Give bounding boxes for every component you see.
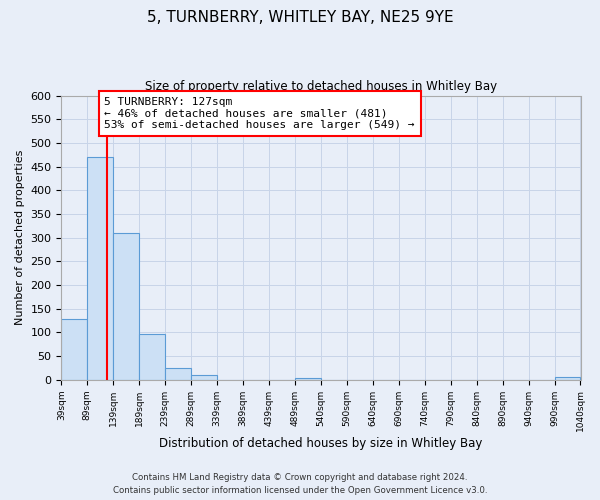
Bar xyxy=(191,375,217,380)
Title: Size of property relative to detached houses in Whitley Bay: Size of property relative to detached ho… xyxy=(145,80,497,93)
Bar xyxy=(295,378,321,380)
Bar xyxy=(88,157,113,380)
Bar xyxy=(554,378,580,380)
X-axis label: Distribution of detached houses by size in Whitley Bay: Distribution of detached houses by size … xyxy=(159,437,482,450)
Bar xyxy=(165,368,191,380)
Text: 5, TURNBERRY, WHITLEY BAY, NE25 9YE: 5, TURNBERRY, WHITLEY BAY, NE25 9YE xyxy=(146,10,454,25)
Text: 5 TURNBERRY: 127sqm
← 46% of detached houses are smaller (481)
53% of semi-detac: 5 TURNBERRY: 127sqm ← 46% of detached ho… xyxy=(104,97,415,130)
Text: Contains HM Land Registry data © Crown copyright and database right 2024.
Contai: Contains HM Land Registry data © Crown c… xyxy=(113,474,487,495)
Bar xyxy=(61,319,88,380)
Bar xyxy=(113,233,139,380)
Y-axis label: Number of detached properties: Number of detached properties xyxy=(15,150,25,326)
Bar xyxy=(139,334,165,380)
